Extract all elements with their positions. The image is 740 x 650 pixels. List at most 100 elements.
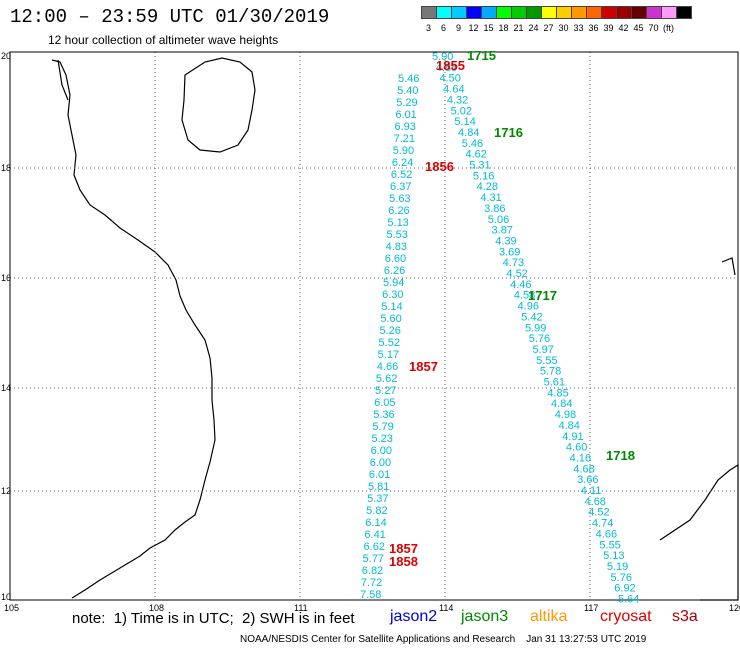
track-a-value: 6.00	[370, 457, 391, 469]
jason3-time-label: 1715	[467, 48, 496, 63]
track-b-value: 4.74	[592, 518, 613, 530]
legend-jason3: jason3	[461, 608, 509, 625]
lat-tick-label: 12	[1, 486, 11, 496]
track-a-value: 6.14	[365, 517, 386, 529]
track-b-value: 5.31	[469, 160, 490, 172]
track-b-value: 4.50	[439, 73, 460, 85]
cryosat-time-label: 1858	[389, 554, 418, 569]
track-a-value: 6.24	[392, 157, 413, 169]
track-a-value: 6.41	[364, 529, 385, 541]
track-a-value: 4.66	[377, 361, 398, 373]
track-a-value: 5.90	[393, 145, 414, 157]
footer-note: note: 1) Time is in UTC; 2) SWH is in fe…	[72, 610, 355, 627]
cryosat-time-label: 1857	[409, 359, 438, 374]
footer-credit: NOAA/NESDIS Center for Satellite Applica…	[240, 634, 647, 645]
page-title: 12:00 – 23:59 UTC 01/30/2019	[10, 6, 330, 28]
track-a-value: 5.81	[368, 481, 389, 493]
track-b-value: 4.73	[503, 257, 524, 269]
track-b-value: 6.92	[614, 583, 635, 595]
legend-jason2: jason2	[390, 608, 438, 625]
track-a-value: 5.13	[387, 217, 408, 229]
lon-tick-label: 120	[729, 603, 740, 613]
track-b-value: 5.76	[529, 333, 550, 345]
track-a-value: 6.82	[362, 565, 383, 577]
track-a-value: 5.40	[397, 85, 418, 97]
track-a-value: 6.30	[382, 289, 403, 301]
legend-label: 6	[440, 23, 446, 33]
track-b-value: 5.46	[462, 138, 483, 150]
track-a-value: 5.29	[396, 97, 417, 109]
color-legend-labels: 3 6 9 12 15 18 21 24 27 30 33 36 39 42 45 70 (ft)	[421, 23, 676, 33]
graticule	[10, 52, 738, 600]
track-b-value: 4.60	[566, 442, 587, 454]
cryosat-time-label: 1857	[389, 541, 418, 556]
track-a-value: 6.01	[369, 469, 390, 481]
lon-tick-label: 108	[149, 603, 164, 613]
legend-s3a: s3a	[672, 608, 698, 625]
legend-label: 36	[588, 23, 599, 33]
track-b-value: 4.28	[477, 181, 498, 193]
hainan-island	[181, 57, 256, 153]
track-a-value: 5.60	[380, 313, 401, 325]
track-b-value: 4.85	[547, 387, 568, 399]
track-a-value: 5.82	[366, 505, 387, 517]
track-b-value: 5.14	[454, 116, 475, 128]
track-b-value: 4.68	[585, 496, 606, 508]
legend-swatch	[676, 6, 692, 19]
track-b-value: 5.61	[544, 377, 565, 389]
track-a-value: 5.27	[375, 385, 396, 397]
altimeter-tracks: 5.465.405.296.016.937.215.906.246.526.37…	[360, 51, 639, 606]
track-b-value: 4.11	[581, 485, 602, 497]
track-b-value: 4.58	[514, 290, 535, 302]
legend-label: 15	[483, 23, 494, 33]
legend-label: 18	[498, 23, 509, 33]
lon-tick-label: 111	[294, 603, 308, 613]
legend-label: 39	[603, 23, 614, 33]
track-b-value: 4.52	[588, 507, 609, 519]
track-a-value: 6.01	[395, 109, 416, 121]
track-b-value: 5.78	[540, 366, 561, 378]
page-subtitle: 12 hour collection of altimeter wave hei…	[48, 33, 279, 47]
track-a-value: 5.52	[379, 337, 400, 349]
track-a-value: 6.00	[371, 445, 392, 457]
track-b-value: 5.64	[618, 594, 639, 606]
track-a-value: 5.14	[381, 301, 402, 313]
track-a-value: 4.83	[386, 241, 407, 253]
track-b-value: 5.99	[525, 322, 546, 334]
track-a-value: 5.37	[367, 493, 388, 505]
lon-tick-label: 114	[439, 603, 453, 613]
legend-altika: altika	[530, 608, 568, 625]
track-b-value: 4.32	[447, 94, 468, 106]
track-a-value: 6.26	[388, 205, 409, 217]
track-b-value: 4.52	[506, 268, 527, 280]
lat-tick-label: 10	[1, 592, 11, 602]
legend-label: 30	[558, 23, 569, 33]
track-a-value: 7.58	[360, 589, 381, 601]
legend-label: 9	[455, 23, 461, 33]
jason3-time-label: 1716	[494, 125, 523, 140]
track-a-value: 5.17	[378, 349, 399, 361]
track-a-value: 7.72	[361, 577, 382, 589]
philippines-coast-bottom	[659, 463, 739, 601]
track-b-value: 5.90	[432, 51, 453, 63]
track-b-value: 3.69	[499, 246, 520, 258]
track-b-value: 4.39	[495, 235, 516, 247]
track-b-value: 4.66	[596, 528, 617, 540]
track-a-value: 6.62	[364, 541, 385, 553]
track-b-value: 5.19	[607, 561, 628, 573]
legend-label: 45	[633, 23, 644, 33]
track-a-value: 6.60	[385, 253, 406, 265]
track-a-value: 5.53	[387, 229, 408, 241]
philippines-coast-top	[721, 257, 736, 276]
track-a-value: 5.36	[373, 409, 394, 421]
track-a-value: 5.26	[379, 325, 400, 337]
track-b-value: 4.98	[555, 409, 576, 421]
legend-label: 21	[513, 23, 524, 33]
track-b-value: 4.96	[518, 301, 539, 313]
legend-cryosat: cryosat	[600, 608, 652, 625]
track-a-value: 6.05	[374, 397, 395, 409]
map-frame	[9, 51, 739, 601]
track-a-value: 5.77	[363, 553, 384, 565]
